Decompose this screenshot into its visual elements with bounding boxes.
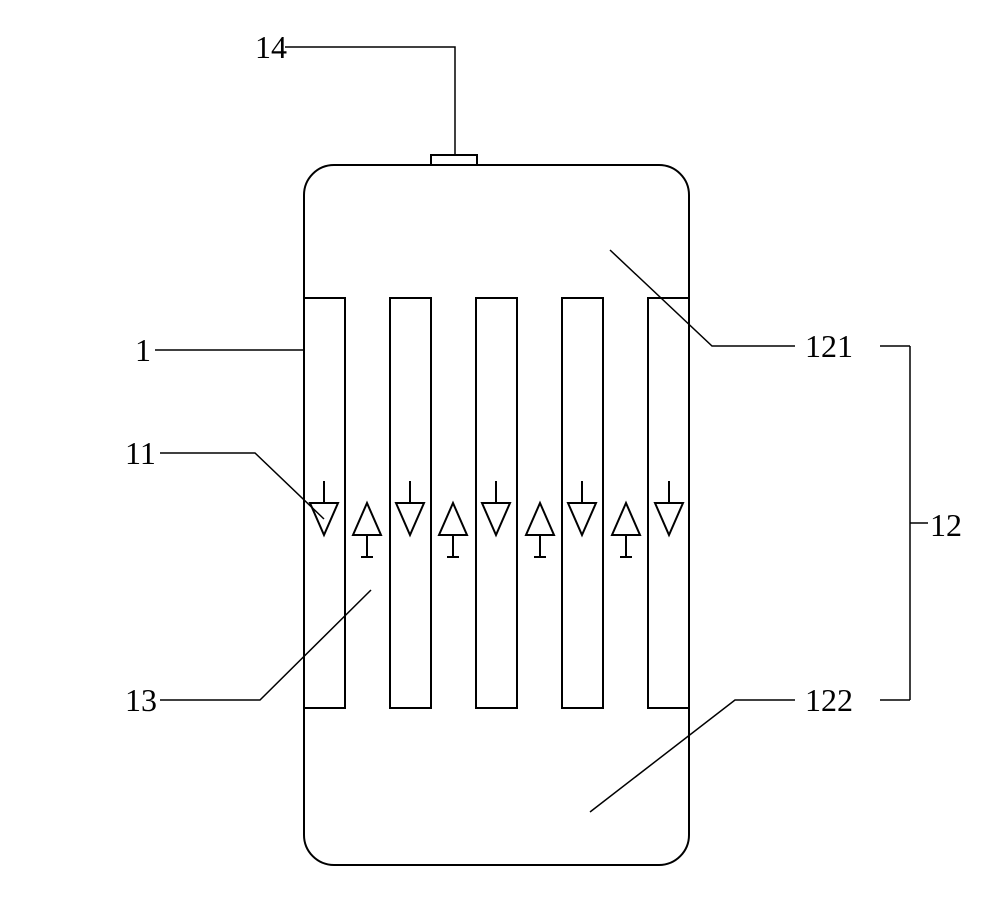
label-122: 122 [805, 682, 853, 718]
label-12: 12 [930, 507, 962, 543]
label-13: 13 [125, 682, 157, 718]
label-11: 11 [125, 435, 156, 471]
callout-13: 13 [125, 590, 371, 718]
callout-122: 122 [590, 682, 853, 812]
label-1: 1 [135, 332, 151, 368]
arrow-down-2 [396, 481, 424, 535]
label-121: 121 [805, 328, 853, 364]
arrow-down-1 [310, 481, 338, 535]
arrow-down-4 [568, 481, 596, 535]
technical-diagram: 141111312112212 [0, 0, 1000, 917]
callout-11: 11 [125, 435, 324, 519]
arrow-down-3 [482, 481, 510, 535]
label-14: 14 [255, 29, 287, 65]
callout-1: 1 [135, 332, 304, 368]
callout-121: 121 [610, 250, 853, 364]
callout-12: 12 [880, 346, 962, 700]
top-tab [431, 155, 477, 165]
arrow-up-4 [612, 503, 640, 557]
arrow-up-1 [353, 503, 381, 557]
arrow-down-5 [655, 481, 683, 535]
arrow-up-2 [439, 503, 467, 557]
callout-14: 14 [255, 29, 455, 155]
arrow-up-3 [526, 503, 554, 557]
